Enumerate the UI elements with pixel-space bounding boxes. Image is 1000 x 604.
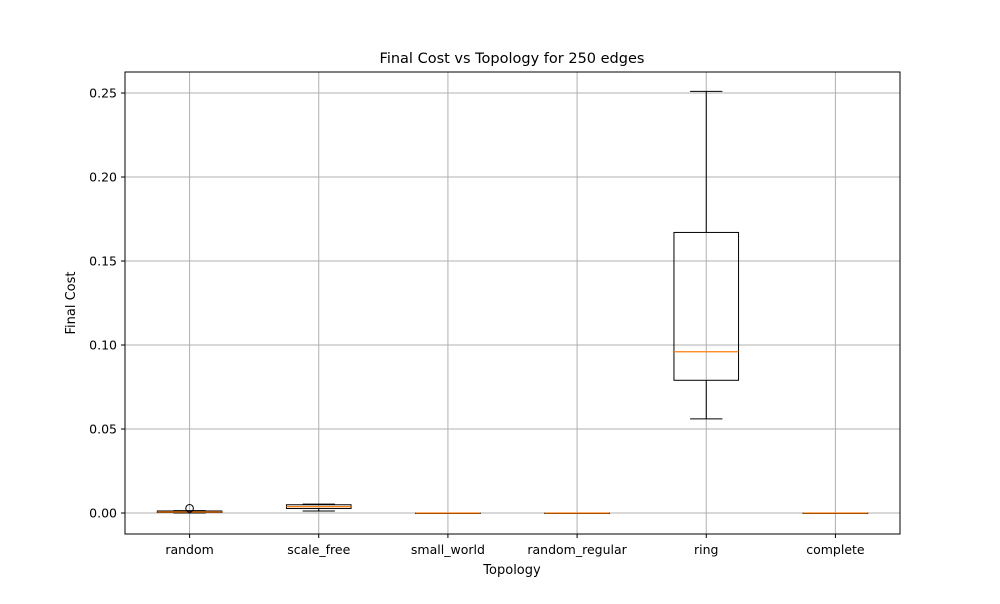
- box-group-scale_free: [285, 503, 352, 512]
- ticks-layer: 0.00 0.05 0.10 0.15 0.20 0.25 random scale_free…: [89, 86, 865, 558]
- x-tick-label: small_world: [411, 542, 485, 557]
- y-tick-label: 0.00: [89, 506, 117, 521]
- x-tick-label: random: [165, 542, 213, 557]
- outlier-point: [185, 503, 194, 513]
- box-group-complete: [802, 512, 869, 514]
- chart-title: Final Cost vs Topology for 250 edges: [380, 51, 645, 67]
- x-tick-label: ring: [694, 542, 718, 557]
- grid-layer: [125, 72, 900, 534]
- boxes-layer: [156, 90, 869, 514]
- box-iqr: [673, 231, 740, 381]
- y-axis-label: Final Cost: [64, 272, 79, 335]
- x-axis-label: Topology: [482, 563, 541, 578]
- y-tick-label: 0.05: [89, 422, 117, 437]
- x-tick-label: random_regular: [527, 542, 627, 557]
- box-group-random_regular: [544, 512, 610, 514]
- box-group-random: [156, 503, 223, 514]
- y-tick-label: 0.10: [89, 338, 117, 353]
- y-tick-label: 0.15: [89, 254, 117, 269]
- x-tick-label: scale_free: [287, 542, 350, 557]
- y-tick-label: 0.25: [89, 86, 117, 101]
- box-group-ring: [673, 90, 740, 420]
- plot-frame: [124, 71, 901, 535]
- y-tick-label: 0.20: [89, 170, 117, 185]
- x-tick-label: complete: [806, 542, 865, 557]
- box-group-small_world: [415, 512, 481, 514]
